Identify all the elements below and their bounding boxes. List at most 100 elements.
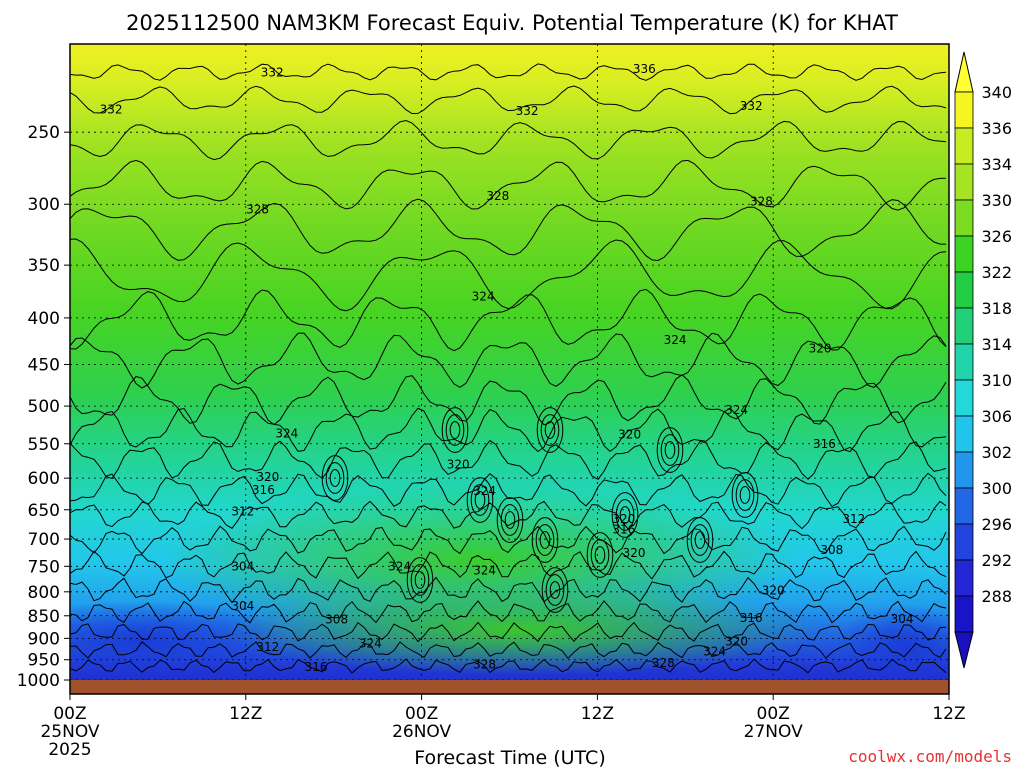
contour-label: 308 <box>820 543 843 557</box>
colorbar-label: 306 <box>981 407 1012 426</box>
x-tick-label: 26NOV <box>392 722 451 742</box>
contour-label: 328 <box>246 202 269 216</box>
contour-cell <box>531 517 559 563</box>
contour-line <box>70 332 947 389</box>
contour-cell <box>500 504 520 536</box>
contour-label: 324 <box>472 290 495 304</box>
y-tick-label: 900 <box>28 629 60 649</box>
contour-cell <box>325 462 345 494</box>
contour-cell <box>504 511 516 529</box>
contour-line <box>70 500 947 530</box>
contour-label: 324 <box>275 427 298 441</box>
contour-cell <box>694 531 706 549</box>
contour-line <box>70 374 947 426</box>
contour-label: 328 <box>486 189 509 203</box>
contour-line <box>70 641 947 660</box>
x-tick-label: 00Z <box>53 704 86 724</box>
warm-region-low <box>220 585 820 675</box>
colorbar-swatch <box>954 343 974 381</box>
contour-cell <box>586 532 614 578</box>
colorbar-swatch <box>954 127 974 165</box>
contour-label: 324 <box>473 564 496 578</box>
colorbar-label: 330 <box>981 191 1012 210</box>
contour-cell <box>619 506 631 524</box>
contour-label: 304 <box>891 612 914 626</box>
plot-frame <box>69 43 950 695</box>
contour-label: 316 <box>305 660 328 674</box>
colorbar-label: 322 <box>981 263 1012 282</box>
contour-line <box>70 288 947 352</box>
contour-cell <box>664 441 676 459</box>
y-tick-label: 400 <box>28 309 60 329</box>
contour-label: 320 <box>809 341 832 355</box>
colorbar-label: 314 <box>981 335 1012 354</box>
contour-label: 312 <box>256 640 279 654</box>
contour-label: 324 <box>664 333 687 347</box>
colorbar-swatch <box>954 91 974 129</box>
contour-cell <box>449 421 461 439</box>
colorbar-swatch <box>954 199 974 237</box>
contour-cell <box>549 581 561 599</box>
contour-label: 336 <box>633 62 656 76</box>
contour-cell <box>539 531 551 549</box>
contour-line <box>70 119 947 161</box>
contour-cell <box>441 407 469 453</box>
colorbar-label: 336 <box>981 119 1012 138</box>
colorbar: 340 336 334 330 326 322 318 314 310 306 302 300 296 2… <box>954 51 1012 669</box>
colorbar-swatch <box>954 163 974 201</box>
y-tick-label: 600 <box>28 469 60 489</box>
colorbar-swatch <box>954 415 974 453</box>
contour-line <box>70 63 947 81</box>
colorbar-label: 334 <box>981 155 1012 174</box>
contour-cell <box>410 564 430 596</box>
colorbar-arrow-bottom <box>954 631 974 669</box>
contour-lines <box>70 63 947 674</box>
contour-line <box>70 550 947 580</box>
contour-label: 324 <box>359 637 382 651</box>
contour-line <box>70 85 947 115</box>
contour-cell <box>690 524 710 556</box>
colorbar-swatch <box>954 307 974 345</box>
y-tick-label: 700 <box>28 530 60 550</box>
contour-line <box>70 576 947 604</box>
colorbar-arrow-top <box>954 51 974 93</box>
contour-label: 320 <box>725 634 748 648</box>
contour-label: 316 <box>252 483 275 497</box>
contour-line <box>70 198 946 262</box>
contour-cell <box>660 434 680 466</box>
y-tick-label: 250 <box>28 123 60 143</box>
x-tick-label: 25NOV <box>40 722 99 742</box>
contour-cell <box>735 479 755 511</box>
contour-label: 332 <box>261 66 284 80</box>
contour-cell <box>535 524 555 556</box>
contour-cell <box>329 469 341 487</box>
contour-label: 332 <box>516 104 539 118</box>
colorbar-label: 318 <box>981 299 1012 318</box>
contour-cell <box>611 492 639 538</box>
contour-cell <box>466 477 494 523</box>
contour-cell <box>536 407 564 453</box>
y-tick-label: 500 <box>28 397 60 417</box>
contour-cell <box>496 497 524 543</box>
colorbar-swatch <box>954 451 974 489</box>
chart-title: 2025112500 NAM3KM Forecast Equiv. Potent… <box>126 11 898 35</box>
colorbar-swatch <box>954 559 974 597</box>
contour-cell <box>590 539 610 571</box>
colorbar-label: 296 <box>981 515 1012 534</box>
contour-label: 304 <box>231 559 254 573</box>
y-tick-label: 950 <box>28 651 60 671</box>
ground-surface <box>70 680 949 694</box>
colorbar-label: 302 <box>981 443 1012 462</box>
y-tick-label: 750 <box>28 557 60 577</box>
contour-label: 320 <box>612 512 635 526</box>
contour-label: 312 <box>842 512 865 526</box>
contour-label: 324 <box>473 484 496 498</box>
x-tick-label: 27NOV <box>744 722 803 742</box>
contour-label: 324 <box>703 644 726 658</box>
y-tick-label: 1000 <box>17 671 60 691</box>
contour-label: 304 <box>231 599 254 613</box>
x-tick-label: 00Z <box>405 704 438 724</box>
contour-label: 316 <box>813 437 836 451</box>
